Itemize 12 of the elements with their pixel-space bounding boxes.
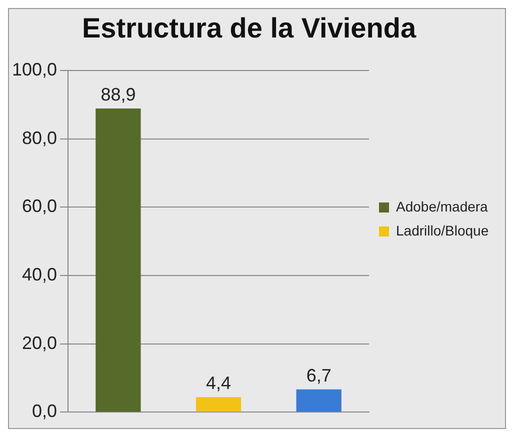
y-tick-label: 80,0 (22, 128, 58, 148)
chart-title: Estructura de la Vivienda (82, 12, 416, 44)
y-tick-label: 0,0 (32, 401, 58, 422)
y-tick-label: 40,0 (22, 264, 58, 285)
legend-label: Ladrillo/Bloque (396, 222, 489, 238)
legend-label: Adobe/madera (396, 198, 488, 214)
y-tick-label: 60,0 (22, 196, 58, 216)
data-label: 4,4 (206, 373, 232, 394)
data-label: 6,7 (306, 365, 332, 386)
y-tick-label: 100,0 (12, 60, 58, 80)
data-label: 88,9 (100, 84, 136, 104)
y-tick-label: 20,0 (22, 332, 58, 353)
